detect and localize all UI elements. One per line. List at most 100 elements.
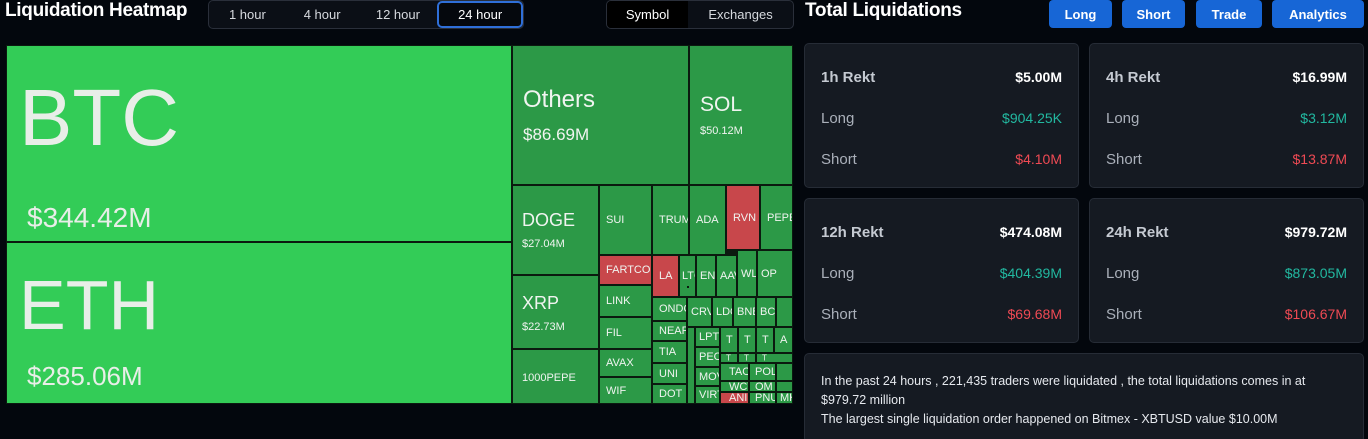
tile-anime[interactable]: ANIME [720,392,749,404]
tile-near[interactable]: NEAR [652,321,687,341]
tile-others-name: Others [523,86,596,113]
tile-pol[interactable]: POL [749,363,776,381]
tile-unknown-2[interactable] [776,363,793,381]
tile-ena-name: ENA [700,270,716,282]
tile-xrp[interactable]: XRP $22.73M [512,275,599,349]
tile-wct[interactable]: WCT [720,381,749,392]
tile-lpt[interactable]: LPT [695,327,720,347]
tile-unknown-1[interactable] [776,297,793,327]
tile-t-1-name: T [726,334,733,346]
tile-bch-name: BCH [760,306,776,318]
card-4h-total: $16.99M [1292,69,1347,85]
tile-t-2[interactable]: T [738,327,756,353]
tile-unknown-5[interactable] [687,286,689,288]
tile-wct-name: WCT [729,381,748,392]
tile-la[interactable]: LA [652,255,679,297]
tab-12-hour[interactable]: 12 hour [375,7,420,22]
card-1h-short-value: $4.10M [1015,151,1062,167]
tile-sui-name: SUI [606,214,625,226]
tile-others[interactable]: Others $86.69M [512,45,689,185]
tile-t-4[interactable]: T [720,353,738,363]
tile-uni[interactable]: UNI [652,363,687,384]
tile-xrp-value: $22.73M [522,321,565,333]
tile-tao[interactable]: TAO [720,363,749,381]
tile-sol-name: SOL [700,93,743,116]
tile-pepe[interactable]: PEPE [760,185,793,250]
short-button[interactable]: Short [1122,0,1185,28]
tile-op[interactable]: OP [757,250,793,297]
tile-t-6[interactable]: T [756,353,793,363]
tile-unknown-4[interactable] [687,327,695,404]
tile-ada[interactable]: ADA [689,185,726,255]
tile-unknown-3[interactable] [776,381,793,392]
card-4h-short-label: Short [1106,151,1142,168]
card-12h-long-value: $404.39M [999,265,1062,281]
tile-tao-name: TAO [729,366,749,378]
tile-om[interactable]: OM [749,381,776,392]
tile-pnut[interactable]: PNUT [749,392,776,404]
tile-1000pepe[interactable]: 1000PEPE [512,349,599,404]
tile-la-name: LA [659,270,673,282]
tile-btc[interactable]: BTC $344.42M [6,45,512,242]
tile-link[interactable]: LINK [599,285,652,317]
tile-aave[interactable]: AAVE [716,255,737,297]
tile-crv[interactable]: CRV [687,297,712,327]
tile-near-name: NEAR [659,325,687,337]
tile-ldo[interactable]: LDO [712,297,733,327]
tab-4-hour[interactable]: 4 hour [303,7,341,22]
tile-wif-name: WIF [606,384,627,397]
tile-ltc[interactable]: LTC [679,255,696,297]
tile-sui[interactable]: SUI [599,185,652,255]
tile-people[interactable]: PEOPLE [695,347,720,367]
tile-om-name: OM [755,381,773,392]
card-4h-long-value: $3.12M [1300,110,1347,126]
tile-sol[interactable]: SOL $50.12M [689,45,793,185]
tile-doge-value: $27.04M [522,238,565,250]
tile-bnb[interactable]: BNB [733,297,756,327]
tile-mkr[interactable]: MKR [776,392,793,404]
tile-t-3[interactable]: T [756,327,774,353]
tile-tia-name: TIA [659,346,677,358]
tab-exchanges[interactable]: Exchanges [708,7,773,22]
tile-rvn[interactable]: RVN [726,185,760,250]
card-12h-short-label: Short [821,306,857,323]
tile-virtual[interactable]: VIRTUAL [695,386,720,404]
tile-tia[interactable]: TIA [652,341,687,363]
card-24h-rekt: 24h Rekt $979.72M Long $873.05M Short $106.… [1089,198,1364,343]
tab-symbol[interactable]: Symbol [607,1,689,28]
tile-t-5[interactable]: T [738,353,756,363]
card-4h-rekt: 4h Rekt $16.99M Long $3.12M Short $13.87M [1089,43,1364,188]
tile-t-4-name: T [726,353,731,363]
card-1h-total: $5.00M [1015,69,1062,85]
tile-ondo[interactable]: ONDO [652,297,687,321]
tile-ondo-name: ONDO [659,303,686,315]
tab-1-hour[interactable]: 1 hour [228,7,266,22]
tile-t-6-name: T [762,353,767,363]
tile-ldo-name: LDO [716,306,732,318]
tile-bch[interactable]: BCH [756,297,776,327]
tile-fartcoin[interactable]: FARTCOIN [599,255,652,285]
tile-avax[interactable]: AVAX [599,349,652,377]
tab-24-hour[interactable]: 24 hour [437,1,523,28]
card-12h-label: 12h Rekt [821,224,884,241]
tile-trump[interactable]: TRUMP [652,185,689,255]
tile-wld[interactable]: WLD [737,250,757,297]
tile-move[interactable]: MOVE [695,367,720,386]
tile-doge[interactable]: DOGE $27.04M [512,185,599,275]
tile-dot[interactable]: DOT [652,384,687,404]
tile-wif[interactable]: WIF [599,377,652,404]
long-button[interactable]: Long [1049,0,1112,28]
analytics-button[interactable]: Analytics [1272,0,1364,28]
tile-t-1[interactable]: T [720,327,738,353]
trade-button[interactable]: Trade [1196,0,1262,28]
liquidation-summary: In the past 24 hours , 221,435 traders w… [804,353,1364,439]
tile-eth-value: $285.06M [27,361,143,391]
tile-lpt-name: LPT [699,331,720,343]
tile-a[interactable]: A [774,327,793,353]
card-4h-long-label: Long [1106,110,1140,127]
tile-eth[interactable]: ETH $285.06M [6,242,512,404]
tile-move-name: MOVE [699,370,719,383]
tile-fil[interactable]: FIL [599,317,652,349]
tile-ena[interactable]: ENA [696,255,716,297]
tile-trump-name: TRUMP [659,214,688,226]
